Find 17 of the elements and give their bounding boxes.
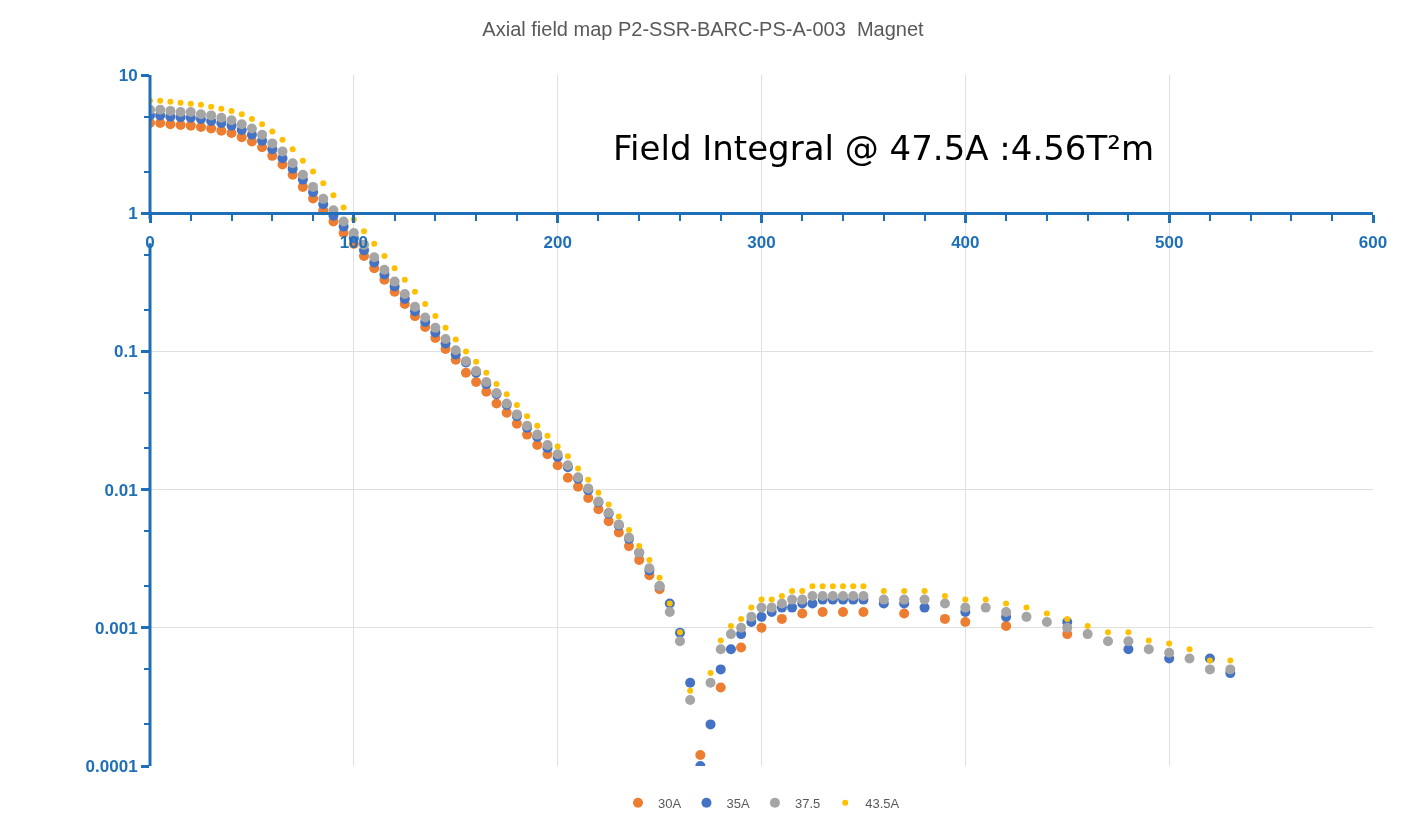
chart-title: Axial field map P2-SSR-BARC-PS-A-003 Magnet	[482, 18, 925, 41]
annotation: Field Integral @ 47.5A :4.56T²m	[613, 128, 1155, 168]
x-tick-label: 600	[1358, 232, 1388, 252]
x-tick-label: 200	[543, 232, 572, 252]
legend-label: 35A	[726, 795, 750, 811]
x-tick-label: 300	[747, 232, 776, 252]
y-tick-label: 0.1	[113, 342, 138, 362]
y-tick-label: 0.0001	[85, 756, 138, 776]
legend-label: 37.5	[794, 795, 821, 811]
legend-label: 30A	[658, 795, 682, 811]
y-tick-label: 0.01	[104, 480, 138, 500]
legend-label: 43.5A	[865, 795, 900, 811]
x-tick-label: 500	[1154, 232, 1184, 252]
y-tick-label: 1	[128, 204, 138, 224]
y-tick-label: 0.001	[95, 618, 138, 638]
y-tick-label: 10	[118, 65, 138, 85]
x-tick-label: 400	[951, 232, 980, 252]
